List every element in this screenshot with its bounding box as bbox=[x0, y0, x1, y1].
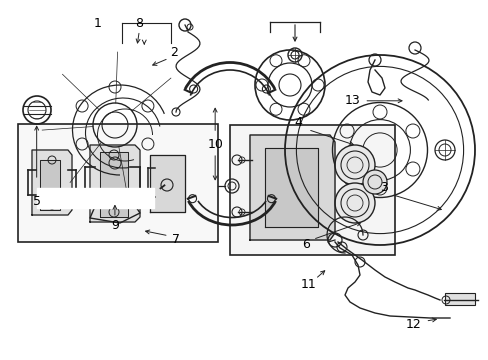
Text: 1: 1 bbox=[94, 17, 102, 30]
Polygon shape bbox=[32, 150, 72, 215]
Text: 11: 11 bbox=[300, 278, 315, 291]
Polygon shape bbox=[264, 148, 317, 227]
Bar bbox=[18, 124, 218, 242]
Polygon shape bbox=[249, 135, 334, 240]
Text: 2: 2 bbox=[169, 46, 177, 59]
Text: 10: 10 bbox=[207, 138, 223, 150]
Polygon shape bbox=[100, 152, 128, 217]
Circle shape bbox=[334, 183, 374, 223]
Text: 8: 8 bbox=[135, 17, 143, 30]
Bar bbox=[229, 125, 394, 255]
Text: 7: 7 bbox=[172, 233, 180, 246]
Text: 12: 12 bbox=[405, 318, 420, 330]
Text: 9: 9 bbox=[111, 219, 119, 231]
Circle shape bbox=[334, 145, 374, 185]
Text: 6: 6 bbox=[301, 238, 309, 251]
Bar bbox=[444, 293, 474, 305]
Text: 3: 3 bbox=[379, 181, 387, 194]
Circle shape bbox=[362, 170, 386, 194]
Polygon shape bbox=[90, 195, 140, 223]
Text: 4: 4 bbox=[294, 116, 302, 129]
Polygon shape bbox=[150, 155, 184, 212]
Polygon shape bbox=[40, 160, 60, 210]
Text: 13: 13 bbox=[344, 94, 359, 107]
Polygon shape bbox=[90, 145, 140, 222]
Text: 5: 5 bbox=[33, 195, 41, 208]
